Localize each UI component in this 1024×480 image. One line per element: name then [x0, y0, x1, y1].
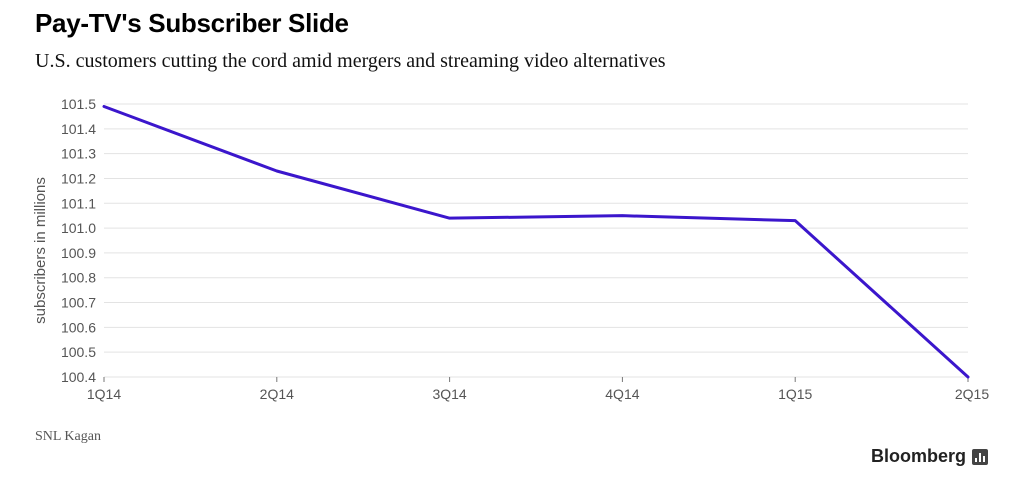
- y-tick-label: 101.3: [61, 146, 96, 162]
- y-tick-label: 101.0: [61, 220, 96, 236]
- y-tick-label: 100.5: [61, 344, 96, 360]
- x-tick-label: 2Q14: [260, 386, 294, 402]
- grid-lines: [104, 103, 968, 378]
- y-tick-label: 101.2: [61, 170, 96, 186]
- x-tick-label: 1Q15: [778, 386, 812, 402]
- y-axis-title: subscribers in millions: [32, 177, 49, 324]
- x-tick-label: 2Q15: [955, 386, 989, 402]
- brand-logo: Bloomberg: [871, 446, 988, 467]
- x-axis-ticks: 1Q14 2Q14 3Q14 4Q14 1Q15 2Q15: [87, 377, 989, 402]
- y-tick-label: 100.8: [61, 270, 96, 286]
- x-tick-label: 1Q14: [87, 386, 121, 402]
- y-tick-label: 101.4: [61, 121, 96, 137]
- x-tick-label: 4Q14: [605, 386, 639, 402]
- series-layer: [102, 104, 970, 379]
- y-tick-label: 100.9: [61, 245, 96, 261]
- y-tick-label: 101.1: [61, 195, 96, 211]
- x-tick-label: 3Q14: [432, 386, 466, 402]
- source-note: SNL Kagan: [35, 429, 101, 444]
- series-line: [102, 104, 970, 379]
- y-tick-label: 100.7: [61, 295, 96, 311]
- brand-name: Bloomberg: [870, 446, 966, 466]
- y-tick-label: 101.5: [61, 96, 96, 112]
- bar-chart-icon: [972, 448, 988, 465]
- y-axis-ticks: 101.5 101.4 101.3 101.2 101.1 101.0 100.9 100.8…: [61, 96, 96, 385]
- y-tick-label: 100.6: [61, 319, 96, 335]
- chart-title: Pay-TV's Subscriber Slide: [35, 8, 349, 38]
- y-tick-label: 100.4: [61, 369, 96, 385]
- chart-subtitle: U.S. customers cutting the cord amid mer…: [35, 50, 666, 72]
